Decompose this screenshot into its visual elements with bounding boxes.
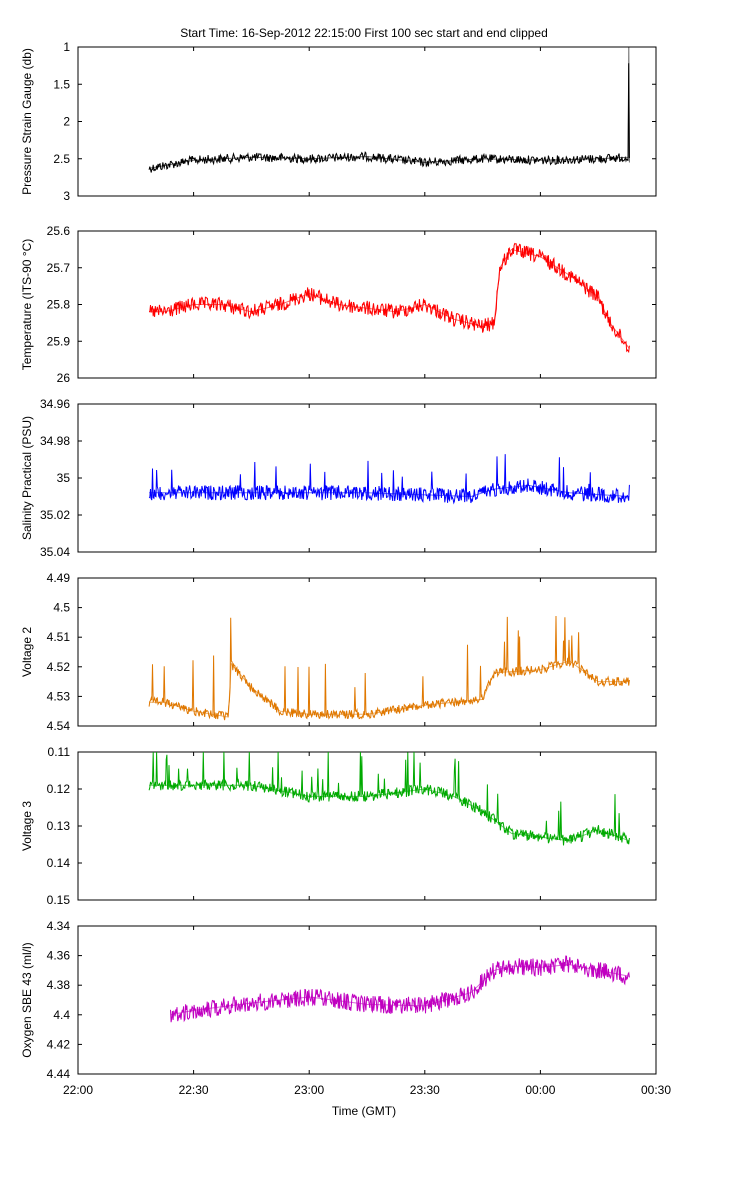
plot-frame <box>77 751 657 901</box>
y-tick-label: 4.54 <box>47 719 71 733</box>
panel-1: 1 1.5 2 2.5 3 Pressure Strain Gauge (db) <box>20 40 657 203</box>
y-tick-label: 4.53 <box>47 689 71 703</box>
y-axis-label: Salinity Practical (PSU) <box>20 416 34 540</box>
y-tick-label: 26 <box>57 371 71 385</box>
series-line <box>148 63 630 173</box>
plot-frame <box>77 577 657 727</box>
x-tick-label: 22:30 <box>179 1083 209 1097</box>
x-tick-label: 00:00 <box>525 1083 555 1097</box>
series-trend <box>170 963 630 1016</box>
panel-3: 34.96 34.98 35 35.02 35.04 Salinity Practical… <box>20 397 657 559</box>
y-tick-label: 4.38 <box>47 978 71 992</box>
y-tick-label: 3 <box>63 189 70 203</box>
panel-5: 0.11 0.12 0.13 0.14 0.15 Voltage 3 <box>20 745 657 907</box>
series-line <box>148 454 630 505</box>
series-trend <box>149 660 630 718</box>
y-tick-label: 2.5 <box>53 152 70 166</box>
y-tick-label: 25.7 <box>47 261 71 275</box>
x-axis-label: Time (GMT) <box>332 1104 396 1118</box>
series-line <box>148 751 630 846</box>
y-tick-label: 4.52 <box>47 660 71 674</box>
x-tick-label: 23:00 <box>294 1083 324 1097</box>
y-axis-label: Pressure Strain Gauge (db) <box>20 48 34 195</box>
y-axis-label: Voltage 2 <box>20 627 34 677</box>
y-tick-label: 0.14 <box>47 856 71 870</box>
y-axis-label: Voltage 3 <box>20 801 34 851</box>
series-line <box>170 955 630 1023</box>
y-tick-label: 34.96 <box>40 397 70 411</box>
y-tick-label: 35.04 <box>40 545 70 559</box>
series-trend <box>149 484 630 498</box>
x-tick-label: 22:00 <box>63 1083 93 1097</box>
y-axis-label: Oxygen SBE 43 (ml/l) <box>20 942 34 1057</box>
y-tick-label: 0.13 <box>47 819 71 833</box>
plot-frame <box>77 925 657 1075</box>
series-line <box>148 242 630 354</box>
y-tick-label: 2 <box>63 115 70 129</box>
y-tick-label: 1.5 <box>53 77 70 91</box>
y-tick-label: 25.8 <box>47 298 71 312</box>
y-axis-label: Temperature (ITS-90 °C) <box>20 239 34 371</box>
y-tick-label: 34.98 <box>40 434 70 448</box>
plot-frame <box>77 46 657 197</box>
y-tick-label: 4.51 <box>47 630 71 644</box>
series-trend <box>149 46 630 169</box>
y-tick-label: 4.44 <box>47 1067 71 1081</box>
series-line <box>148 615 630 721</box>
panel-6: 4.34 4.36 4.38 4.4 4.42 4.44 Oxygen SBE 43 (ml… <box>20 919 657 1081</box>
y-tick-label: 4.42 <box>47 1037 71 1051</box>
series-trend <box>149 784 630 842</box>
y-tick-label: 1 <box>63 40 70 54</box>
chart-title: Start Time: 16-Sep-2012 22:15:00 First 1… <box>180 26 548 40</box>
panel-2: 25.6 25.7 25.8 25.9 26 Temperature (ITS-90 °C… <box>20 224 657 385</box>
y-tick-label: 4.36 <box>47 949 71 963</box>
y-tick-label: 0.12 <box>47 782 71 796</box>
x-tick-label: 23:30 <box>410 1083 440 1097</box>
y-tick-label: 4.5 <box>53 601 70 615</box>
y-tick-label: 4.49 <box>47 571 71 585</box>
panel-4: 4.49 4.5 4.51 4.52 4.53 4.54 Voltage 2 <box>20 571 657 733</box>
y-tick-label: 25.6 <box>47 224 71 238</box>
y-tick-label: 0.11 <box>48 745 71 759</box>
y-tick-label: 4.4 <box>53 1008 70 1022</box>
y-tick-label: 35.02 <box>40 508 70 522</box>
y-tick-label: 35 <box>57 471 71 485</box>
y-tick-label: 0.15 <box>47 893 71 907</box>
plot-frame <box>77 403 657 553</box>
y-tick-label: 4.34 <box>47 919 71 933</box>
x-tick-label: 00:30 <box>641 1083 671 1097</box>
y-tick-label: 25.9 <box>47 334 71 348</box>
series-trend <box>149 248 630 349</box>
